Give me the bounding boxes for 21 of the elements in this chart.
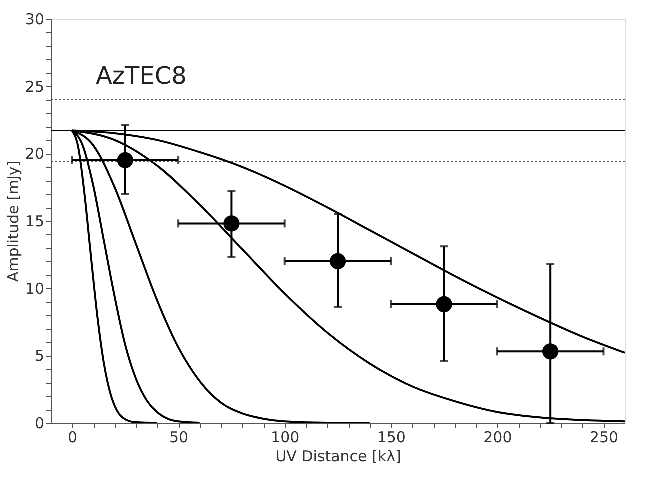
x-tick-label: 200: [484, 428, 512, 446]
x-axis-title: UV Distance [kλ]: [276, 448, 402, 466]
y-tick-label: 0: [34, 414, 44, 432]
y-tick-label: 15: [25, 212, 44, 230]
y-tick-label: 5: [34, 347, 44, 366]
y-tick-label: 25: [25, 78, 44, 96]
point: [224, 216, 240, 232]
point: [436, 296, 452, 313]
y-tick-label: 10: [25, 280, 44, 298]
y-axis-title: Amplitude [mJy]: [4, 160, 22, 282]
point: [117, 152, 134, 168]
x-tick-label: 0: [68, 428, 78, 446]
point: [542, 344, 559, 360]
x-tick-label: 150: [377, 428, 406, 446]
x-tick-label: 100: [271, 428, 300, 446]
y-tick-label: 20: [25, 145, 44, 164]
point: [330, 253, 346, 270]
y-tick-label: 30: [25, 10, 44, 28]
x-tick-label: 250: [590, 428, 619, 446]
x-tick-label: 50: [170, 428, 189, 446]
annotation: AzTEC8: [96, 62, 187, 90]
